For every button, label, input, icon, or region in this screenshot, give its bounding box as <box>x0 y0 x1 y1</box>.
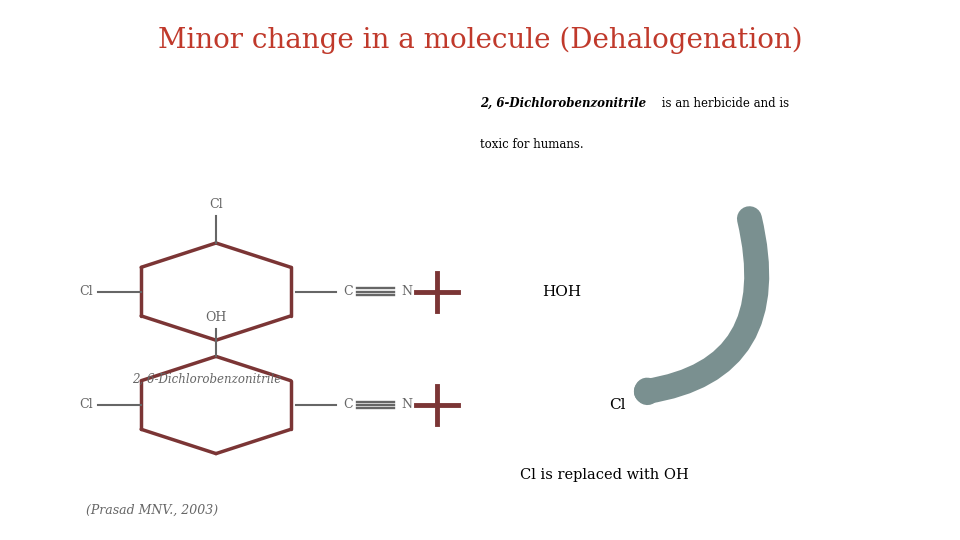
Text: C: C <box>344 285 353 298</box>
Text: 2, 6-Dichlorobenzonitrile: 2, 6-Dichlorobenzonitrile <box>480 97 646 110</box>
Text: Cl: Cl <box>80 285 93 298</box>
Text: OH: OH <box>205 311 227 324</box>
Text: 2, 6-Dichlorobenzonitrile: 2, 6-Dichlorobenzonitrile <box>132 373 281 386</box>
Text: Minor change in a molecule (Dehalogenation): Minor change in a molecule (Dehalogenati… <box>157 27 803 55</box>
Text: HOH: HOH <box>542 285 582 299</box>
Text: Cl is replaced with OH: Cl is replaced with OH <box>520 468 689 482</box>
Text: C: C <box>344 399 353 411</box>
FancyArrowPatch shape <box>646 219 756 393</box>
Text: Cl: Cl <box>610 398 626 412</box>
Text: N: N <box>401 285 412 298</box>
Text: Cl: Cl <box>80 399 93 411</box>
Text: Cl: Cl <box>209 198 223 211</box>
Text: toxic for humans.: toxic for humans. <box>480 138 584 151</box>
Text: (Prasad MNV., 2003): (Prasad MNV., 2003) <box>86 504 219 517</box>
Text: is an herbicide and is: is an herbicide and is <box>658 97 789 110</box>
Text: N: N <box>401 399 412 411</box>
